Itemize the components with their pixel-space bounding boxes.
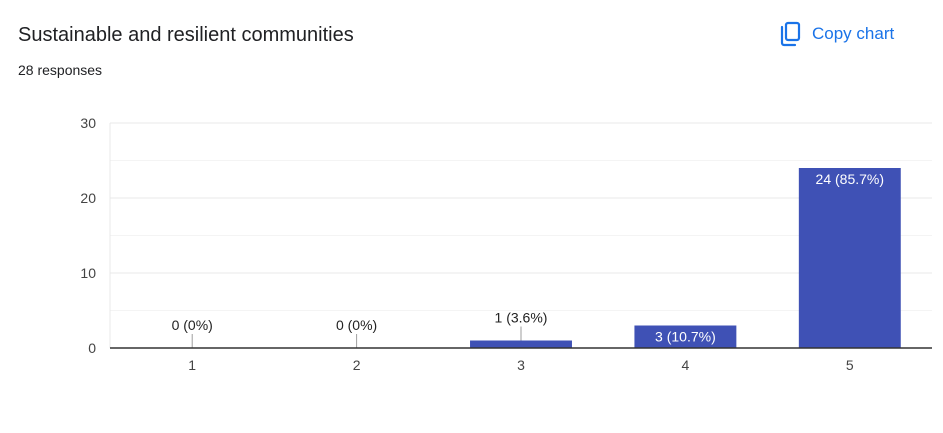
data-label: 0 (0%) [172, 317, 213, 333]
data-label: 24 (85.7%) [816, 171, 884, 187]
data-label: 1 (3.6%) [495, 310, 548, 326]
x-tick-label: 5 [846, 357, 854, 373]
x-tick-label: 4 [682, 357, 690, 373]
data-label: 0 (0%) [336, 317, 377, 333]
copy-chart-button[interactable]: Copy chart [778, 18, 894, 50]
y-tick-label: 10 [80, 265, 96, 281]
x-tick-label: 1 [188, 357, 196, 373]
y-tick-label: 0 [88, 340, 96, 356]
bar [798, 168, 901, 348]
bar [634, 325, 737, 348]
x-tick-label: 2 [353, 357, 361, 373]
response-count: 28 responses [18, 62, 103, 78]
x-tick-label: 3 [517, 357, 525, 373]
bar [470, 340, 572, 348]
y-tick-label: 30 [80, 115, 96, 131]
y-tick-label: 20 [80, 190, 96, 206]
data-label: 3 (10.7%) [655, 329, 716, 345]
copy-chart-label: Copy chart [812, 24, 895, 43]
copy-icon [778, 21, 802, 47]
chart-title: Sustainable and resilient communities [18, 24, 354, 46]
